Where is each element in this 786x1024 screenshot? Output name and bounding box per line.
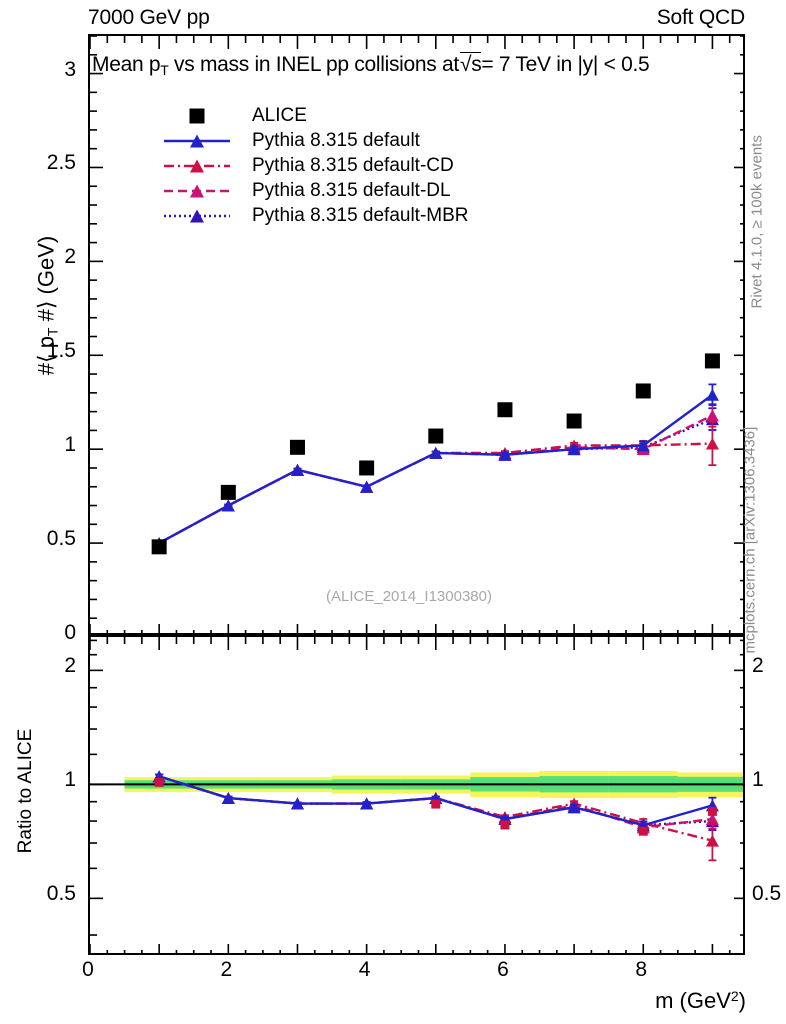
- rivet-version-note: Rivet 4.1.0, ≥ 100k events: [748, 135, 766, 309]
- ratio-y-tick-label-left: 0.5: [46, 882, 76, 906]
- title-mid: vs mass in INEL pp collisions at: [168, 53, 459, 76]
- marker-default: [429, 446, 443, 459]
- ratio-y-tick-label-right: 1: [752, 768, 764, 792]
- marker-alice: [635, 383, 651, 399]
- ylabel-subscript: T: [44, 327, 61, 337]
- series-line-default: [158, 393, 714, 545]
- legend-label: Pythia 8.315 default-DL: [252, 180, 451, 201]
- ratio-plot-svg: [90, 637, 743, 953]
- main-y-tick-label: 0.5: [46, 527, 76, 551]
- xlabel-base: m (GeV: [655, 988, 731, 1013]
- x-tick-label: 2: [220, 958, 233, 981]
- marker-default: [498, 448, 512, 461]
- main-plot-frame: [88, 34, 745, 635]
- ratio-marker-alice: [431, 799, 441, 809]
- marker-alice: [359, 460, 375, 476]
- legend-sample-cd: [160, 154, 234, 179]
- x-axis-title: m (GeV2): [655, 988, 746, 1014]
- legend-label: Pythia 8.315 default-MBR: [252, 205, 469, 226]
- marker-default: [636, 439, 650, 452]
- marker-default: [290, 463, 304, 476]
- x-tick-label: 0: [82, 958, 94, 981]
- sqrt-icon: √s: [459, 52, 482, 76]
- main-y-tick-label: 3: [64, 57, 76, 81]
- marker-default: [567, 443, 581, 456]
- ratio-marker-default: [360, 797, 374, 810]
- marker-default: [360, 480, 374, 493]
- ratio-marker-alice: [638, 826, 648, 836]
- marker-alice: [497, 402, 513, 418]
- legend-marker-triangle: [190, 184, 204, 198]
- page-title: Mean pT vs mass in INEL pp collisions at…: [92, 52, 650, 78]
- analysis-id-watermark: (ALICE_2014_I1300380): [326, 588, 492, 605]
- title-pre: Mean p: [92, 53, 161, 76]
- main-y-tick-label: 1.5: [46, 339, 76, 363]
- legend-label: Pythia 8.315 default-CD: [252, 155, 454, 176]
- main-y-tick-label: 0: [64, 621, 76, 644]
- marker-alice: [428, 428, 444, 444]
- mcplots-reference-note: mcplots.cern.ch [arXiv:1306.3436]: [741, 426, 759, 654]
- ratio-marker-default: [290, 797, 304, 810]
- ratio-plot-frame: [88, 635, 745, 955]
- ratio-series-alice: [154, 777, 717, 836]
- ratio-marker-alice: [500, 820, 510, 830]
- x-tick-label: 8: [635, 958, 648, 981]
- ratio-marker-alice: [707, 806, 717, 816]
- title-sqrt-arg: s: [471, 53, 482, 76]
- title-post: = 7 TeV in |y| < 0.5: [481, 53, 650, 76]
- series-default: [152, 383, 719, 550]
- ratio-uncertainty-bands: [90, 770, 743, 799]
- legend-sample-alice: [160, 104, 234, 129]
- ratio-y-tick-label-left: 1: [64, 768, 76, 792]
- marker-default: [221, 499, 235, 512]
- legend-sample-dl: [160, 179, 234, 204]
- marker-alice: [566, 413, 582, 429]
- marker-cd: [705, 437, 719, 450]
- x-tick-label: 4: [358, 958, 371, 981]
- legend-label: ALICE: [252, 105, 307, 126]
- header-beam-label: 7000 GeV pp: [88, 6, 210, 29]
- main-y-tick-label: 1: [64, 433, 76, 457]
- legend-marker-triangle: [190, 159, 204, 173]
- ratio-marker-default: [567, 801, 581, 814]
- marker-dl: [705, 409, 719, 422]
- main-y-tick-label: 2: [64, 245, 76, 269]
- main-y-tick-label: 2.5: [46, 151, 76, 175]
- marker-alice: [220, 484, 236, 500]
- ratio-y-tick-label-right: 2: [752, 654, 764, 678]
- legend-marker-triangle: [190, 134, 204, 148]
- axis-ticks: [90, 36, 743, 633]
- marker-alice: [151, 539, 167, 555]
- legend-sample-mbr: [160, 204, 234, 229]
- series-dl: [152, 403, 719, 550]
- ratio-y-tick-label-right: 0.5: [752, 882, 782, 906]
- marker-alice: [704, 353, 720, 369]
- xlabel-superscript: 2: [730, 988, 739, 1004]
- ratio-marker-alice: [154, 777, 164, 787]
- main-plot-svg: [90, 36, 743, 633]
- x-tick-label: 6: [497, 958, 509, 981]
- ratio-y-tick-label-left: 2: [64, 654, 76, 678]
- main-y-axis-title: #⟨ pT #⟩ (GeV): [34, 156, 61, 456]
- series-alice: [151, 353, 720, 555]
- title-subscript: T: [160, 62, 169, 78]
- marker-alice: [289, 439, 305, 455]
- ratio-marker-dl: [705, 813, 719, 825]
- legend-marker-triangle: [190, 209, 204, 223]
- legend-label: Pythia 8.315 default: [252, 130, 420, 151]
- legend-sample-default: [160, 129, 234, 154]
- header-process-label: Soft QCD: [656, 6, 745, 29]
- ratio-marker-cd: [705, 834, 719, 847]
- legend-marker-square: [189, 108, 205, 124]
- ratio-marker-default: [221, 792, 235, 805]
- marker-default: [705, 388, 719, 401]
- xlabel-close: ): [738, 988, 746, 1013]
